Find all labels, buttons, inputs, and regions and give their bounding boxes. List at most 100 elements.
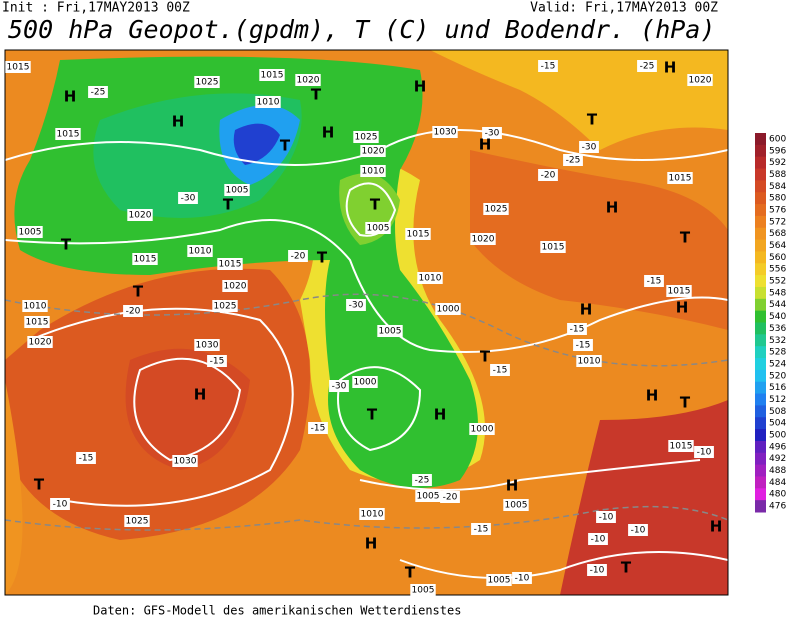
isoline-label: -15	[570, 325, 585, 335]
colorbar-cell	[755, 488, 766, 501]
isoline-label: 1015	[407, 230, 430, 240]
label-box	[352, 376, 378, 388]
isoline-label: 1005	[412, 586, 435, 596]
colorbar-cell	[755, 215, 766, 229]
label-box	[596, 511, 616, 523]
pressure-center: T	[223, 196, 234, 214]
isoline-label: -20	[541, 171, 556, 181]
colorbar-cell	[755, 452, 766, 466]
isoline-label: 1030	[434, 128, 457, 138]
label-box	[538, 60, 558, 72]
isoline-label: -30	[485, 129, 500, 139]
label-box	[259, 69, 285, 81]
pressure-center: H	[414, 78, 427, 96]
colorbar-label: 496	[769, 442, 786, 452]
label-box	[668, 440, 694, 452]
label-box	[295, 74, 321, 86]
isoline-label: -10	[697, 448, 712, 458]
pressure-center: H	[676, 299, 689, 317]
isoline-label: 1005	[226, 186, 249, 196]
colorbar-cell	[755, 204, 766, 217]
colorbar-cell	[755, 144, 766, 158]
colorbar-label: 536	[769, 324, 786, 334]
isoline-label: 1010	[24, 302, 47, 312]
label-box	[329, 380, 349, 392]
colorbar-cell	[755, 310, 766, 323]
colorbar-cell	[755, 464, 766, 477]
label-box	[637, 60, 657, 72]
isoline-label: -25	[415, 476, 430, 486]
isoline-label: 1010	[257, 98, 280, 108]
isoline-label: 1000	[471, 425, 494, 435]
isoline-label: -10	[590, 566, 605, 576]
colorbar-label: 548	[769, 288, 786, 298]
isoline-label: 1015	[669, 174, 692, 184]
label-box	[440, 491, 460, 503]
colorbar-cell	[755, 133, 766, 146]
label-box	[22, 300, 48, 312]
pressure-center: T	[587, 111, 598, 129]
colorbar-cell	[755, 500, 766, 513]
label-box	[540, 241, 566, 253]
isoline-label: -30	[332, 382, 347, 392]
pressure-center: H	[580, 301, 593, 319]
pressure-center: T	[133, 283, 144, 301]
pressure-center: T	[680, 229, 691, 247]
label-box	[127, 209, 153, 221]
label-box	[288, 250, 308, 262]
pressure-center: H	[434, 406, 447, 424]
isoline-label: 1015	[670, 442, 693, 452]
data-source: Daten: GFS-Modell des amerikanischen Wet…	[93, 604, 461, 618]
colorbar-label: 596	[769, 146, 786, 156]
colorbar-label: 588	[769, 170, 786, 180]
colorbar-label: 500	[769, 431, 786, 441]
label-box	[405, 228, 431, 240]
label-box	[563, 154, 583, 166]
map-title: 500 hPa Geopot.(gpdm), T (C) und Bodendr…	[8, 15, 715, 44]
isoline-label: -20	[443, 493, 458, 503]
label-box	[410, 584, 436, 596]
pressure-center: T	[61, 236, 72, 254]
isoline-label: -15	[474, 525, 489, 535]
pressure-center: H	[64, 88, 77, 106]
isoline-label: 1025	[126, 517, 149, 527]
label-box	[667, 172, 693, 184]
label-box	[27, 336, 53, 348]
label-box	[187, 245, 213, 257]
isoline-label: -20	[291, 252, 306, 262]
label-box	[353, 131, 379, 143]
isoline-label: 1025	[355, 133, 378, 143]
colorbar-cell	[755, 440, 766, 454]
pressure-center: T	[370, 196, 381, 214]
pressure-center: T	[367, 406, 378, 424]
isoline-label: -25	[91, 88, 106, 98]
pressure-center: H	[646, 387, 659, 405]
isoline-label: 1015	[134, 255, 157, 265]
colorbar-cell	[755, 369, 766, 383]
isoline-label: 1005	[379, 327, 402, 337]
label-box	[415, 490, 441, 502]
isoline-label: -15	[647, 277, 662, 287]
isoline-label: 1005	[488, 576, 511, 586]
isoline-label: -15	[311, 424, 326, 434]
isoline-label: -10	[53, 500, 68, 510]
isoline-label: 1020	[224, 282, 247, 292]
colorbar-label: 556	[769, 265, 786, 275]
colorbar-label: 580	[769, 194, 786, 204]
colorbar-label: 512	[769, 395, 786, 405]
label-box	[178, 192, 198, 204]
pressure-center: H	[664, 59, 677, 77]
isoline-label: -20	[126, 307, 141, 317]
label-box	[212, 300, 238, 312]
isoline-label: 1020	[297, 76, 320, 86]
isoline-label: 1010	[362, 167, 385, 177]
colorbar-label: 516	[769, 383, 786, 393]
pressure-center: T	[480, 348, 491, 366]
isoline-label: 1020	[29, 338, 52, 348]
label-box	[172, 455, 198, 467]
isoline-label: 1020	[689, 76, 712, 86]
isoline-label: -15	[493, 366, 508, 376]
map-frame	[4, 49, 729, 596]
colorbar-cell	[755, 405, 766, 418]
